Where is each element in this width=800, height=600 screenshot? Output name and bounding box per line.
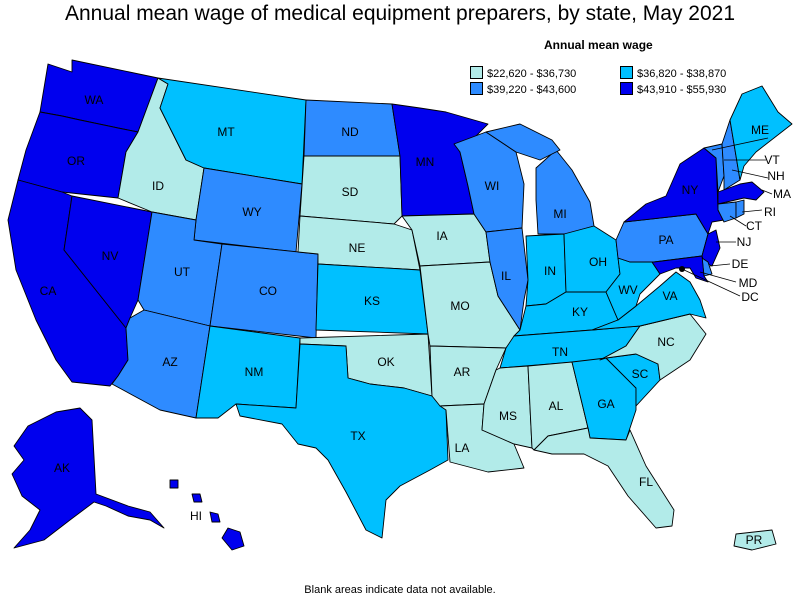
state-nc[interactable] bbox=[599, 313, 707, 381]
label-oh: OH bbox=[589, 255, 607, 269]
label-nv: NV bbox=[102, 249, 119, 263]
label-fl: FL bbox=[639, 475, 653, 489]
label-wi: WI bbox=[485, 179, 500, 193]
label-ga: GA bbox=[597, 397, 614, 411]
label-wa: WA bbox=[85, 93, 104, 107]
label-va: VA bbox=[662, 289, 677, 303]
label-il: IL bbox=[501, 269, 511, 283]
label-nd: ND bbox=[341, 125, 359, 139]
label-ak: AK bbox=[54, 461, 70, 475]
label-co: CO bbox=[259, 284, 277, 298]
state-me[interactable] bbox=[729, 85, 793, 181]
legend-label: $22,620 - $36,730 bbox=[487, 68, 577, 80]
label-ri: RI bbox=[764, 205, 776, 219]
label-ca: CA bbox=[40, 284, 57, 298]
state-mi-up[interactable] bbox=[485, 123, 561, 161]
state-vt[interactable] bbox=[703, 143, 725, 193]
label-hi: HI bbox=[190, 509, 202, 523]
state-hi-oahu[interactable] bbox=[191, 493, 203, 503]
label-ms: MS bbox=[499, 409, 517, 423]
label-ky: KY bbox=[572, 305, 588, 319]
label-ks: KS bbox=[364, 294, 380, 308]
label-ut: UT bbox=[174, 265, 191, 279]
label-tx: TX bbox=[350, 429, 365, 443]
state-nh[interactable] bbox=[721, 119, 741, 191]
legend-label: $39,220 - $43,600 bbox=[487, 84, 577, 96]
state-ma[interactable] bbox=[717, 181, 765, 205]
legend-item: $22,620 - $36,730 bbox=[470, 66, 576, 80]
leader-lines bbox=[681, 137, 773, 297]
label-vt: VT bbox=[764, 153, 780, 167]
label-ar: AR bbox=[454, 365, 471, 379]
label-pa: PA bbox=[658, 233, 673, 247]
label-mn: MN bbox=[416, 155, 435, 169]
label-sd: SD bbox=[342, 185, 359, 199]
legend-item: $36,820 - $38,870 bbox=[620, 66, 726, 80]
label-mi: MI bbox=[553, 207, 566, 221]
state-ny[interactable] bbox=[623, 147, 725, 235]
legend-item: $43,910 - $55,930 bbox=[620, 82, 726, 96]
state-mi[interactable] bbox=[535, 149, 595, 235]
label-mo: MO bbox=[450, 299, 469, 313]
footnote: Blank areas indicate data not available. bbox=[304, 584, 496, 596]
label-wy: WY bbox=[242, 205, 261, 219]
label-al: AL bbox=[549, 399, 564, 413]
state-ri[interactable] bbox=[735, 199, 745, 219]
label-nj: NJ bbox=[737, 235, 752, 249]
label-ma: MA bbox=[773, 187, 791, 201]
label-ny: NY bbox=[682, 183, 699, 197]
label-in: IN bbox=[544, 264, 556, 278]
label-ia: IA bbox=[436, 229, 447, 243]
label-pr: PR bbox=[746, 533, 763, 547]
label-ct: CT bbox=[746, 219, 763, 233]
label-az: AZ bbox=[162, 355, 177, 369]
state-fl[interactable] bbox=[533, 427, 675, 529]
legend-title: Annual mean wage bbox=[544, 38, 653, 52]
legend-item: $39,220 - $43,600 bbox=[470, 82, 576, 96]
state-labels: WA OR CA NV ID MT WY UT AZ CO NM ND SD NE KS OK TX MN IA MO… bbox=[40, 93, 791, 547]
state-tx[interactable] bbox=[235, 343, 449, 539]
label-ok: OK bbox=[377, 355, 394, 369]
label-nc: NC bbox=[657, 335, 675, 349]
state-hi-maui[interactable] bbox=[209, 511, 221, 523]
label-me: ME bbox=[751, 123, 769, 137]
legend-label: $43,910 - $55,930 bbox=[637, 84, 727, 96]
label-la: LA bbox=[455, 441, 470, 455]
state-az[interactable] bbox=[111, 309, 211, 419]
state-pr[interactable] bbox=[733, 529, 777, 551]
label-dc: DC bbox=[741, 290, 759, 304]
label-nh: NH bbox=[767, 169, 784, 183]
state-md[interactable] bbox=[651, 255, 709, 283]
label-ne: NE bbox=[349, 241, 366, 255]
label-tn: TN bbox=[552, 345, 568, 359]
state-il[interactable] bbox=[485, 227, 529, 331]
label-mt: MT bbox=[217, 125, 235, 139]
label-de: DE bbox=[732, 257, 749, 271]
label-or: OR bbox=[67, 154, 85, 168]
legend-swatch bbox=[470, 66, 483, 79]
label-md: MD bbox=[739, 276, 758, 290]
legend: Annual mean wage $22,620 - $36,730 $39,2… bbox=[466, 38, 796, 98]
label-wv: WV bbox=[618, 283, 637, 297]
state-sd[interactable] bbox=[299, 155, 403, 225]
legend-label: $36,820 - $38,870 bbox=[637, 68, 727, 80]
legend-swatch bbox=[470, 82, 483, 95]
state-hi-kauai[interactable] bbox=[169, 479, 179, 489]
label-nm: NM bbox=[245, 365, 264, 379]
legend-swatch bbox=[620, 66, 633, 79]
state-ak[interactable] bbox=[11, 407, 165, 549]
state-hi[interactable] bbox=[221, 527, 245, 551]
label-sc: SC bbox=[632, 367, 649, 381]
label-id: ID bbox=[152, 179, 164, 193]
legend-swatch bbox=[620, 82, 633, 95]
map-title: Annual mean wage of medical equipment pr… bbox=[64, 2, 736, 25]
